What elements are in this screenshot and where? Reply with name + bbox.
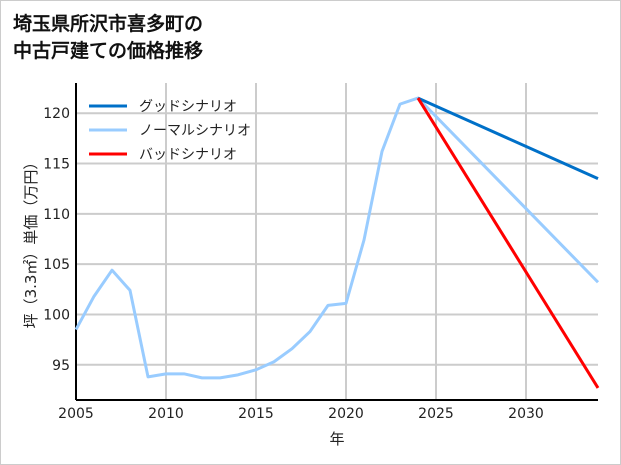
y-tick-label: 115	[43, 157, 70, 173]
y-tick-label: 120	[43, 106, 70, 122]
legend-label: バッドシナリオ	[139, 147, 237, 163]
y-tick-label: 100	[43, 307, 70, 323]
x-axis-label: 年	[329, 430, 344, 448]
chart-title: 埼玉県所沢市喜多町の 中古戸建ての価格推移	[13, 11, 203, 65]
title-line-2: 中古戸建ての価格推移	[13, 40, 204, 62]
series-line-1	[74, 96, 600, 380]
y-axis-label: 坪（3.3㎡）単価（万円）	[22, 155, 40, 329]
title-line-1: 埼玉県所沢市喜多町の	[13, 13, 204, 35]
x-tick-label: 2030	[508, 406, 544, 422]
y-tick-label: 95	[52, 358, 70, 374]
x-tick-label: 2015	[238, 406, 274, 422]
x-tick-label: 2025	[418, 406, 454, 422]
x-tick-label: 2005	[58, 406, 94, 422]
series-line-0	[417, 96, 599, 180]
y-tick-label: 110	[43, 207, 70, 223]
legend-label: ノーマルシナリオ	[139, 123, 251, 139]
x-tick-label: 2020	[328, 406, 364, 422]
x-tick-label: 2010	[148, 406, 184, 422]
legend-label: グッドシナリオ	[139, 99, 237, 115]
series-line-2	[416, 97, 600, 389]
y-tick-label: 105	[43, 257, 70, 273]
